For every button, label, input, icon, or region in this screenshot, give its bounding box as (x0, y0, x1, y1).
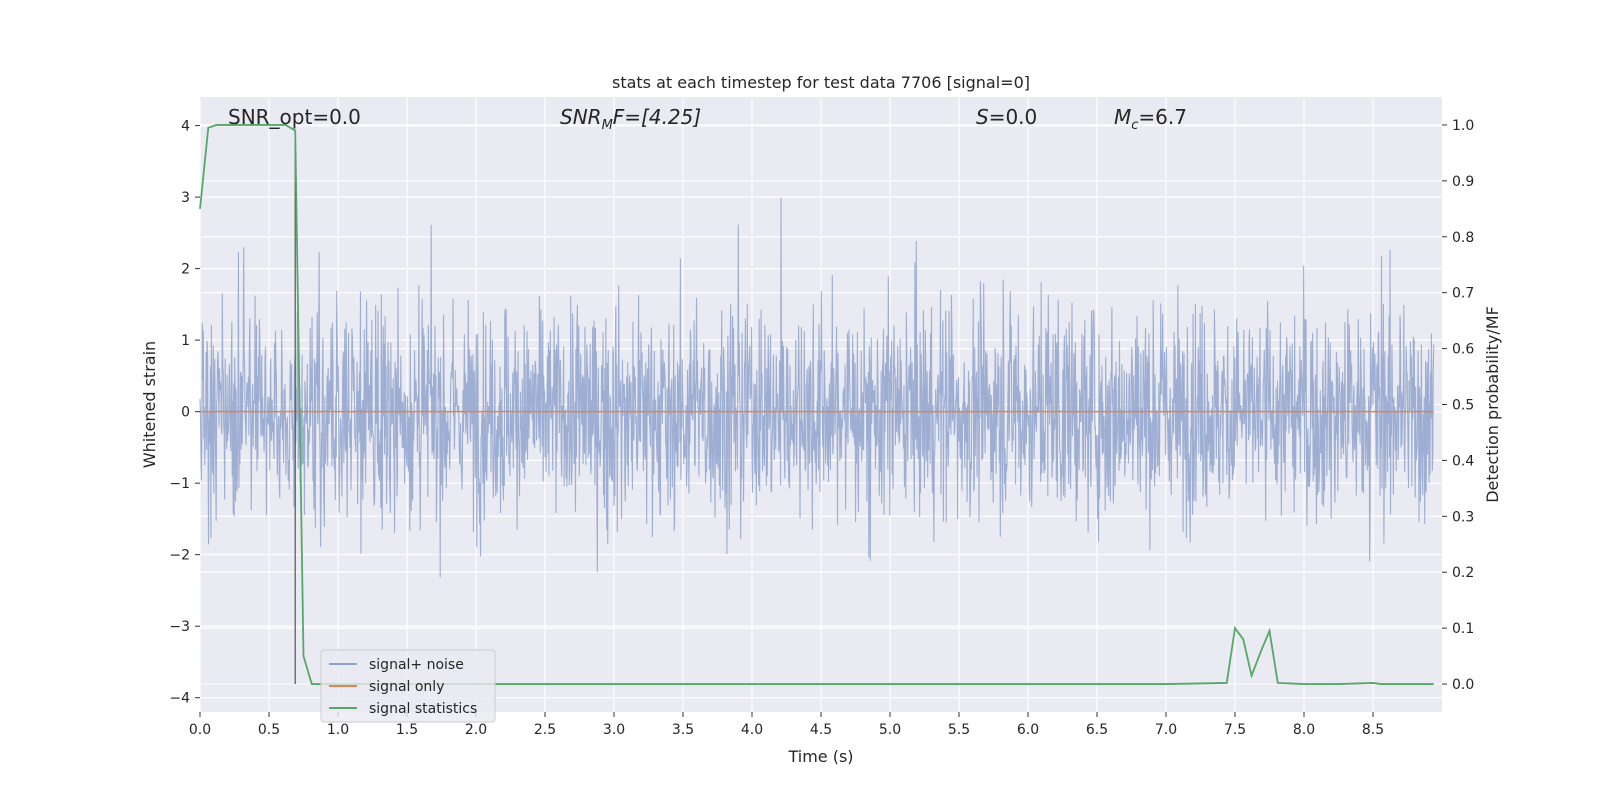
legend-box (320, 649, 496, 723)
x-tick-label: 7.5 (1224, 722, 1246, 738)
y-right-tick-label: 0.5 (1452, 398, 1474, 414)
statistics-line (199, 124, 1434, 685)
x-tick-label: 0.5 (258, 722, 280, 738)
y-right-tick-label: 0.4 (1452, 453, 1474, 469)
y-tick-label: −1 (169, 476, 190, 492)
y-axis-label: Whitened strain (140, 341, 159, 468)
x-tick-label: 7.0 (1155, 722, 1177, 738)
y-right-tick-label: 0.9 (1452, 174, 1474, 190)
x-tick-label: 8.5 (1362, 722, 1384, 738)
y-right-tick-label: 0.0 (1452, 677, 1474, 693)
y-tick-label: −2 (169, 548, 190, 564)
x-tick-label: 2.0 (465, 722, 487, 738)
chart-title: stats at each timestep for test data 770… (612, 73, 1030, 92)
y-tick-label: 3 (181, 190, 190, 206)
x-tick-label: 6.0 (1017, 722, 1039, 738)
x-tick-label: 1.5 (396, 722, 418, 738)
annotation-mc: Mc=6.7 (1114, 105, 1187, 133)
legend-label-signal-noise: signal+ noise (369, 657, 464, 673)
x-tick-label: 5.5 (948, 722, 970, 738)
x-tick-label: 3.0 (603, 722, 625, 738)
y-right-tick-label: 0.3 (1452, 509, 1474, 525)
y-right-tick-label: 1.0 (1452, 118, 1474, 134)
y-tick-label: −3 (169, 619, 190, 635)
y-axis-right-label: Detection probability/MF (1483, 306, 1502, 503)
y-axis-right-ticks: 1.0 0.9 0.8 0.7 0.6 0.5 0.4 0.3 0.2 0.1 0.0 (1442, 118, 1474, 693)
x-axis-ticks: 0.0 0.5 1.0 1.5 2.0 2.5 3.0 3.5 4.0 4.5 5.0 5.5 6.0 6… (189, 712, 1384, 738)
x-tick-label: 5.0 (879, 722, 901, 738)
legend-label-signal-statistics: signal statistics (369, 701, 477, 717)
y-right-tick-label: 0.1 (1452, 621, 1474, 637)
y-tick-label: 1 (181, 333, 190, 349)
x-tick-label: 6.5 (1086, 722, 1108, 738)
y-right-tick-label: 0.7 (1452, 286, 1474, 302)
noise-trace (199, 197, 1435, 578)
y-right-tick-label: 0.8 (1452, 230, 1474, 246)
x-axis-label: Time (s) (787, 747, 853, 766)
series-signal-statistics (199, 124, 1434, 685)
x-tick-label: 4.0 (741, 722, 763, 738)
y-tick-label: 4 (181, 119, 190, 135)
y-right-tick-label: 0.6 (1452, 342, 1474, 358)
y-axis-ticks: 4 3 2 1 0 −1 −2 −3 −4 (169, 119, 200, 707)
series-signal-noise (199, 197, 1435, 578)
legend-label-signal-only: signal only (369, 679, 444, 695)
annotation-snr-mf: SNRMF=[4.25] (560, 105, 701, 133)
x-tick-label: 3.5 (672, 722, 694, 738)
x-tick-label: 1.0 (327, 722, 349, 738)
y-tick-label: 0 (181, 405, 190, 421)
y-right-tick-label: 0.2 (1452, 565, 1474, 581)
x-tick-label: 8.0 (1293, 722, 1315, 738)
y-tick-label: 2 (181, 262, 190, 278)
y-tick-label: −4 (169, 691, 190, 707)
annotation-s: S=0.0 (976, 105, 1037, 129)
x-tick-label: 4.5 (810, 722, 832, 738)
legend: signal+ noise signal only signal statist… (320, 649, 496, 723)
annotation-snr-opt: SNR_opt=0.0 (228, 105, 361, 129)
x-tick-label: 2.5 (534, 722, 556, 738)
x-tick-label: 0.0 (189, 722, 211, 738)
